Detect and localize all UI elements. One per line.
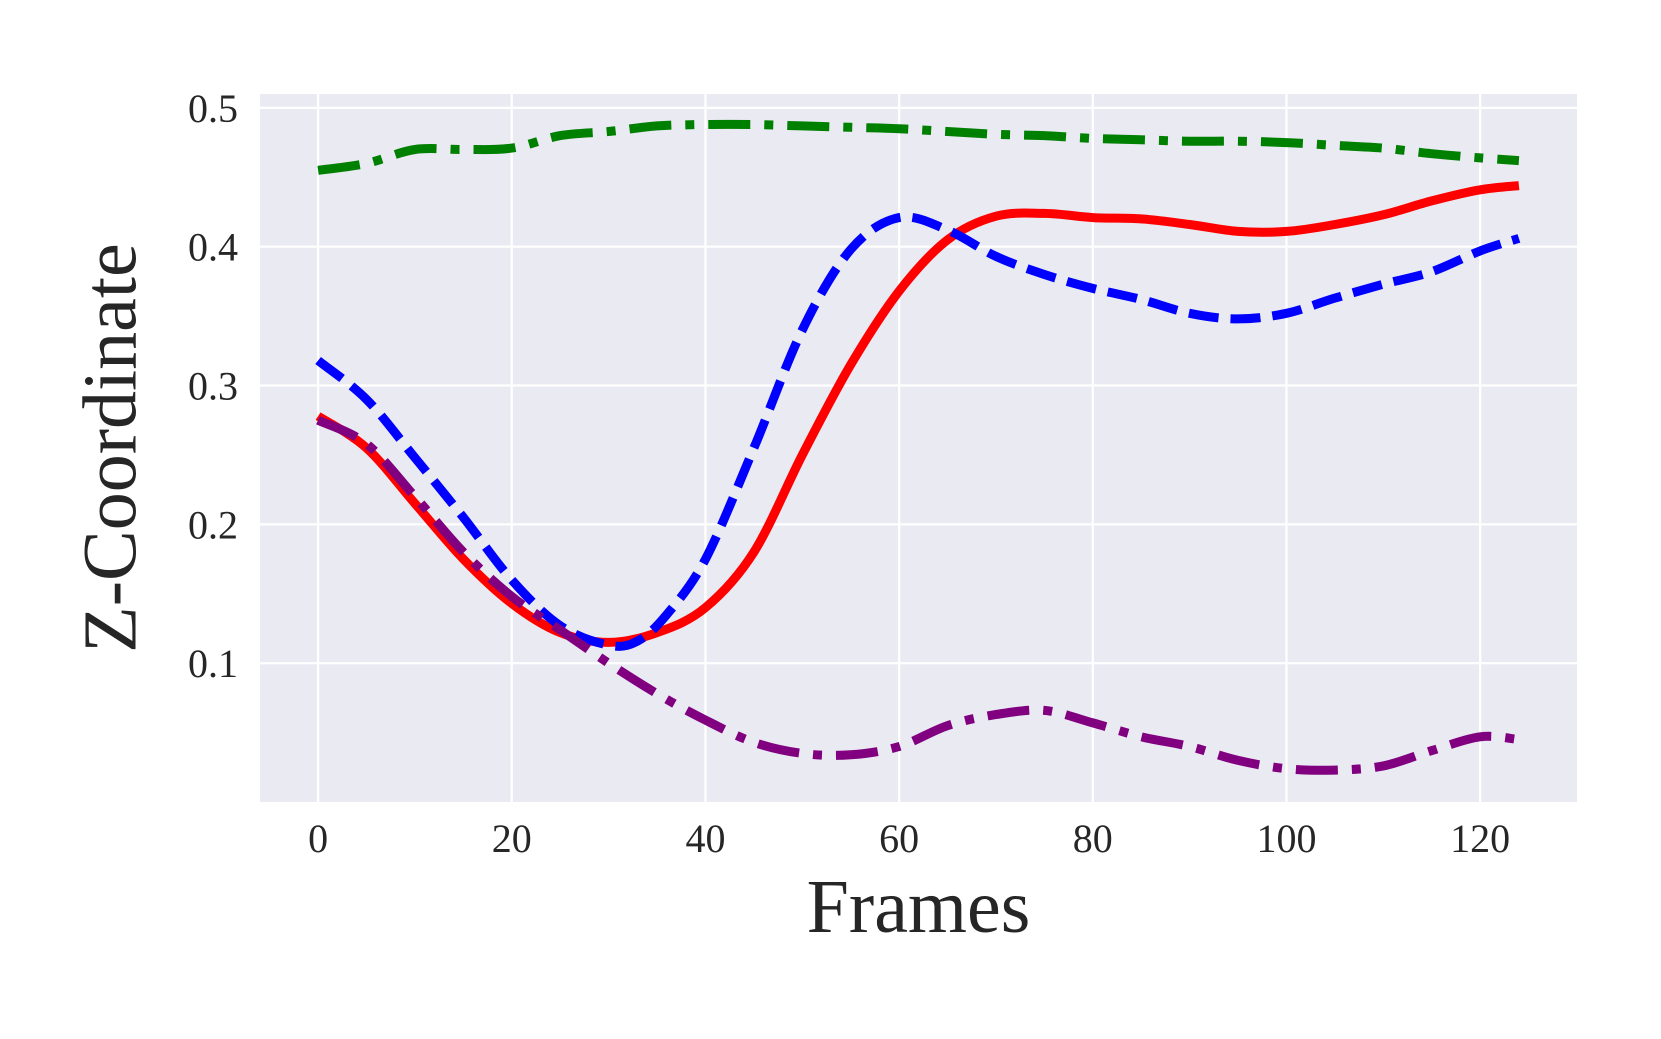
y-tick-label: 0.1	[188, 641, 238, 686]
x-tick-label: 40	[685, 816, 725, 861]
y-tick-label: 0.2	[188, 502, 238, 547]
x-tick-label: 20	[492, 816, 532, 861]
series-line-3	[315, 212, 1521, 651]
y-tick-label: 0.3	[188, 364, 238, 409]
series-line-2	[315, 181, 1520, 647]
series-layer	[315, 119, 1521, 775]
plot-area	[260, 94, 1577, 802]
x-tick-label: 120	[1450, 816, 1510, 861]
y-axis-label: Z-Coordinate	[68, 243, 152, 652]
y-tick-label: 0.5	[188, 86, 238, 131]
series-line-4	[316, 416, 1520, 775]
grid-lines	[260, 94, 1577, 802]
x-tick-label: 60	[879, 816, 919, 861]
series-line-1	[317, 119, 1520, 175]
x-tick-label: 100	[1256, 816, 1316, 861]
x-axis-label: Frames	[807, 865, 1031, 949]
x-tick-label: 0	[308, 816, 328, 861]
x-tick-label: 80	[1073, 816, 1113, 861]
x-tick-labels: 0 20 40 60 80 100 120	[308, 816, 1510, 861]
y-tick-label: 0.4	[188, 225, 238, 270]
y-tick-labels: 0.1 0.2 0.3 0.4 0.5	[188, 86, 238, 686]
